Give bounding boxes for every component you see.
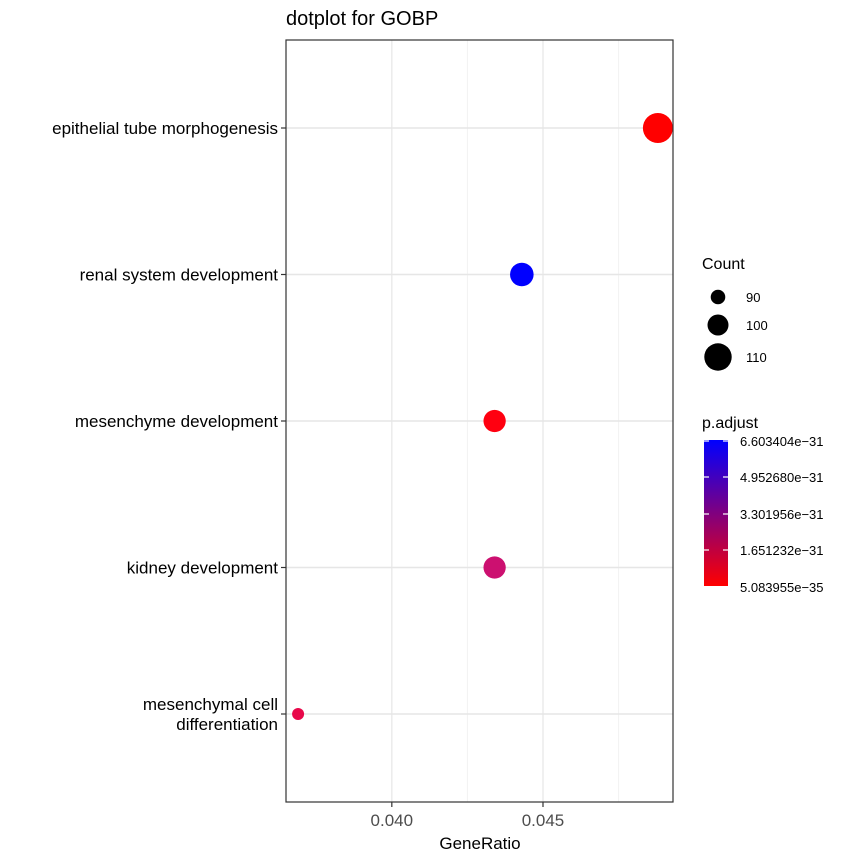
data-points	[292, 113, 673, 720]
padjust-legend-label: 6.603404e−31	[740, 434, 824, 449]
padjust-legend: p.adjust 6.603404e−31 4.952680e−31 3.30195…	[702, 415, 824, 595]
y-axis-label: renal system development	[80, 266, 279, 285]
padjust-legend-label: 3.301956e−31	[740, 507, 824, 522]
count-legend-dot	[707, 314, 729, 336]
y-axis-label: epithelial tube morphogenesis	[52, 119, 278, 138]
y-axis-label: mesenchymal cell	[143, 695, 278, 714]
count-legend-label: 90	[746, 290, 760, 305]
padjust-legend-label: 1.651232e−31	[740, 543, 824, 558]
x-axis-ticks: 0.040 0.045	[371, 802, 565, 830]
data-point	[483, 409, 506, 433]
y-axis-label: mesenchyme development	[75, 412, 278, 431]
data-point	[483, 556, 506, 579]
count-legend-title: Count	[702, 256, 745, 273]
count-legend-label: 100	[746, 318, 768, 333]
count-legend-label: 110	[746, 350, 767, 365]
x-tick-label: 0.040	[371, 811, 414, 830]
data-point	[642, 113, 673, 143]
count-legend-dot	[710, 289, 726, 305]
padjust-legend-title: p.adjust	[702, 415, 759, 432]
padjust-colorbar	[704, 440, 728, 586]
count-legend-dot	[704, 343, 732, 371]
padjust-legend-label: 5.083955e−35	[740, 580, 824, 595]
data-point	[292, 708, 305, 720]
y-axis-labels: epithelial tube morphogenesis renal syste…	[52, 119, 286, 734]
chart-title: dotplot for GOBP	[286, 8, 438, 30]
y-axis-label: differentiation	[176, 715, 278, 734]
x-axis-title: GeneRatio	[439, 834, 520, 853]
count-legend: Count 90 100 110	[702, 256, 768, 371]
data-point	[510, 262, 534, 287]
x-tick-label: 0.045	[522, 811, 565, 830]
padjust-legend-label: 4.952680e−31	[740, 470, 824, 485]
grid-lines	[286, 40, 673, 802]
y-axis-label: kidney development	[127, 559, 278, 578]
